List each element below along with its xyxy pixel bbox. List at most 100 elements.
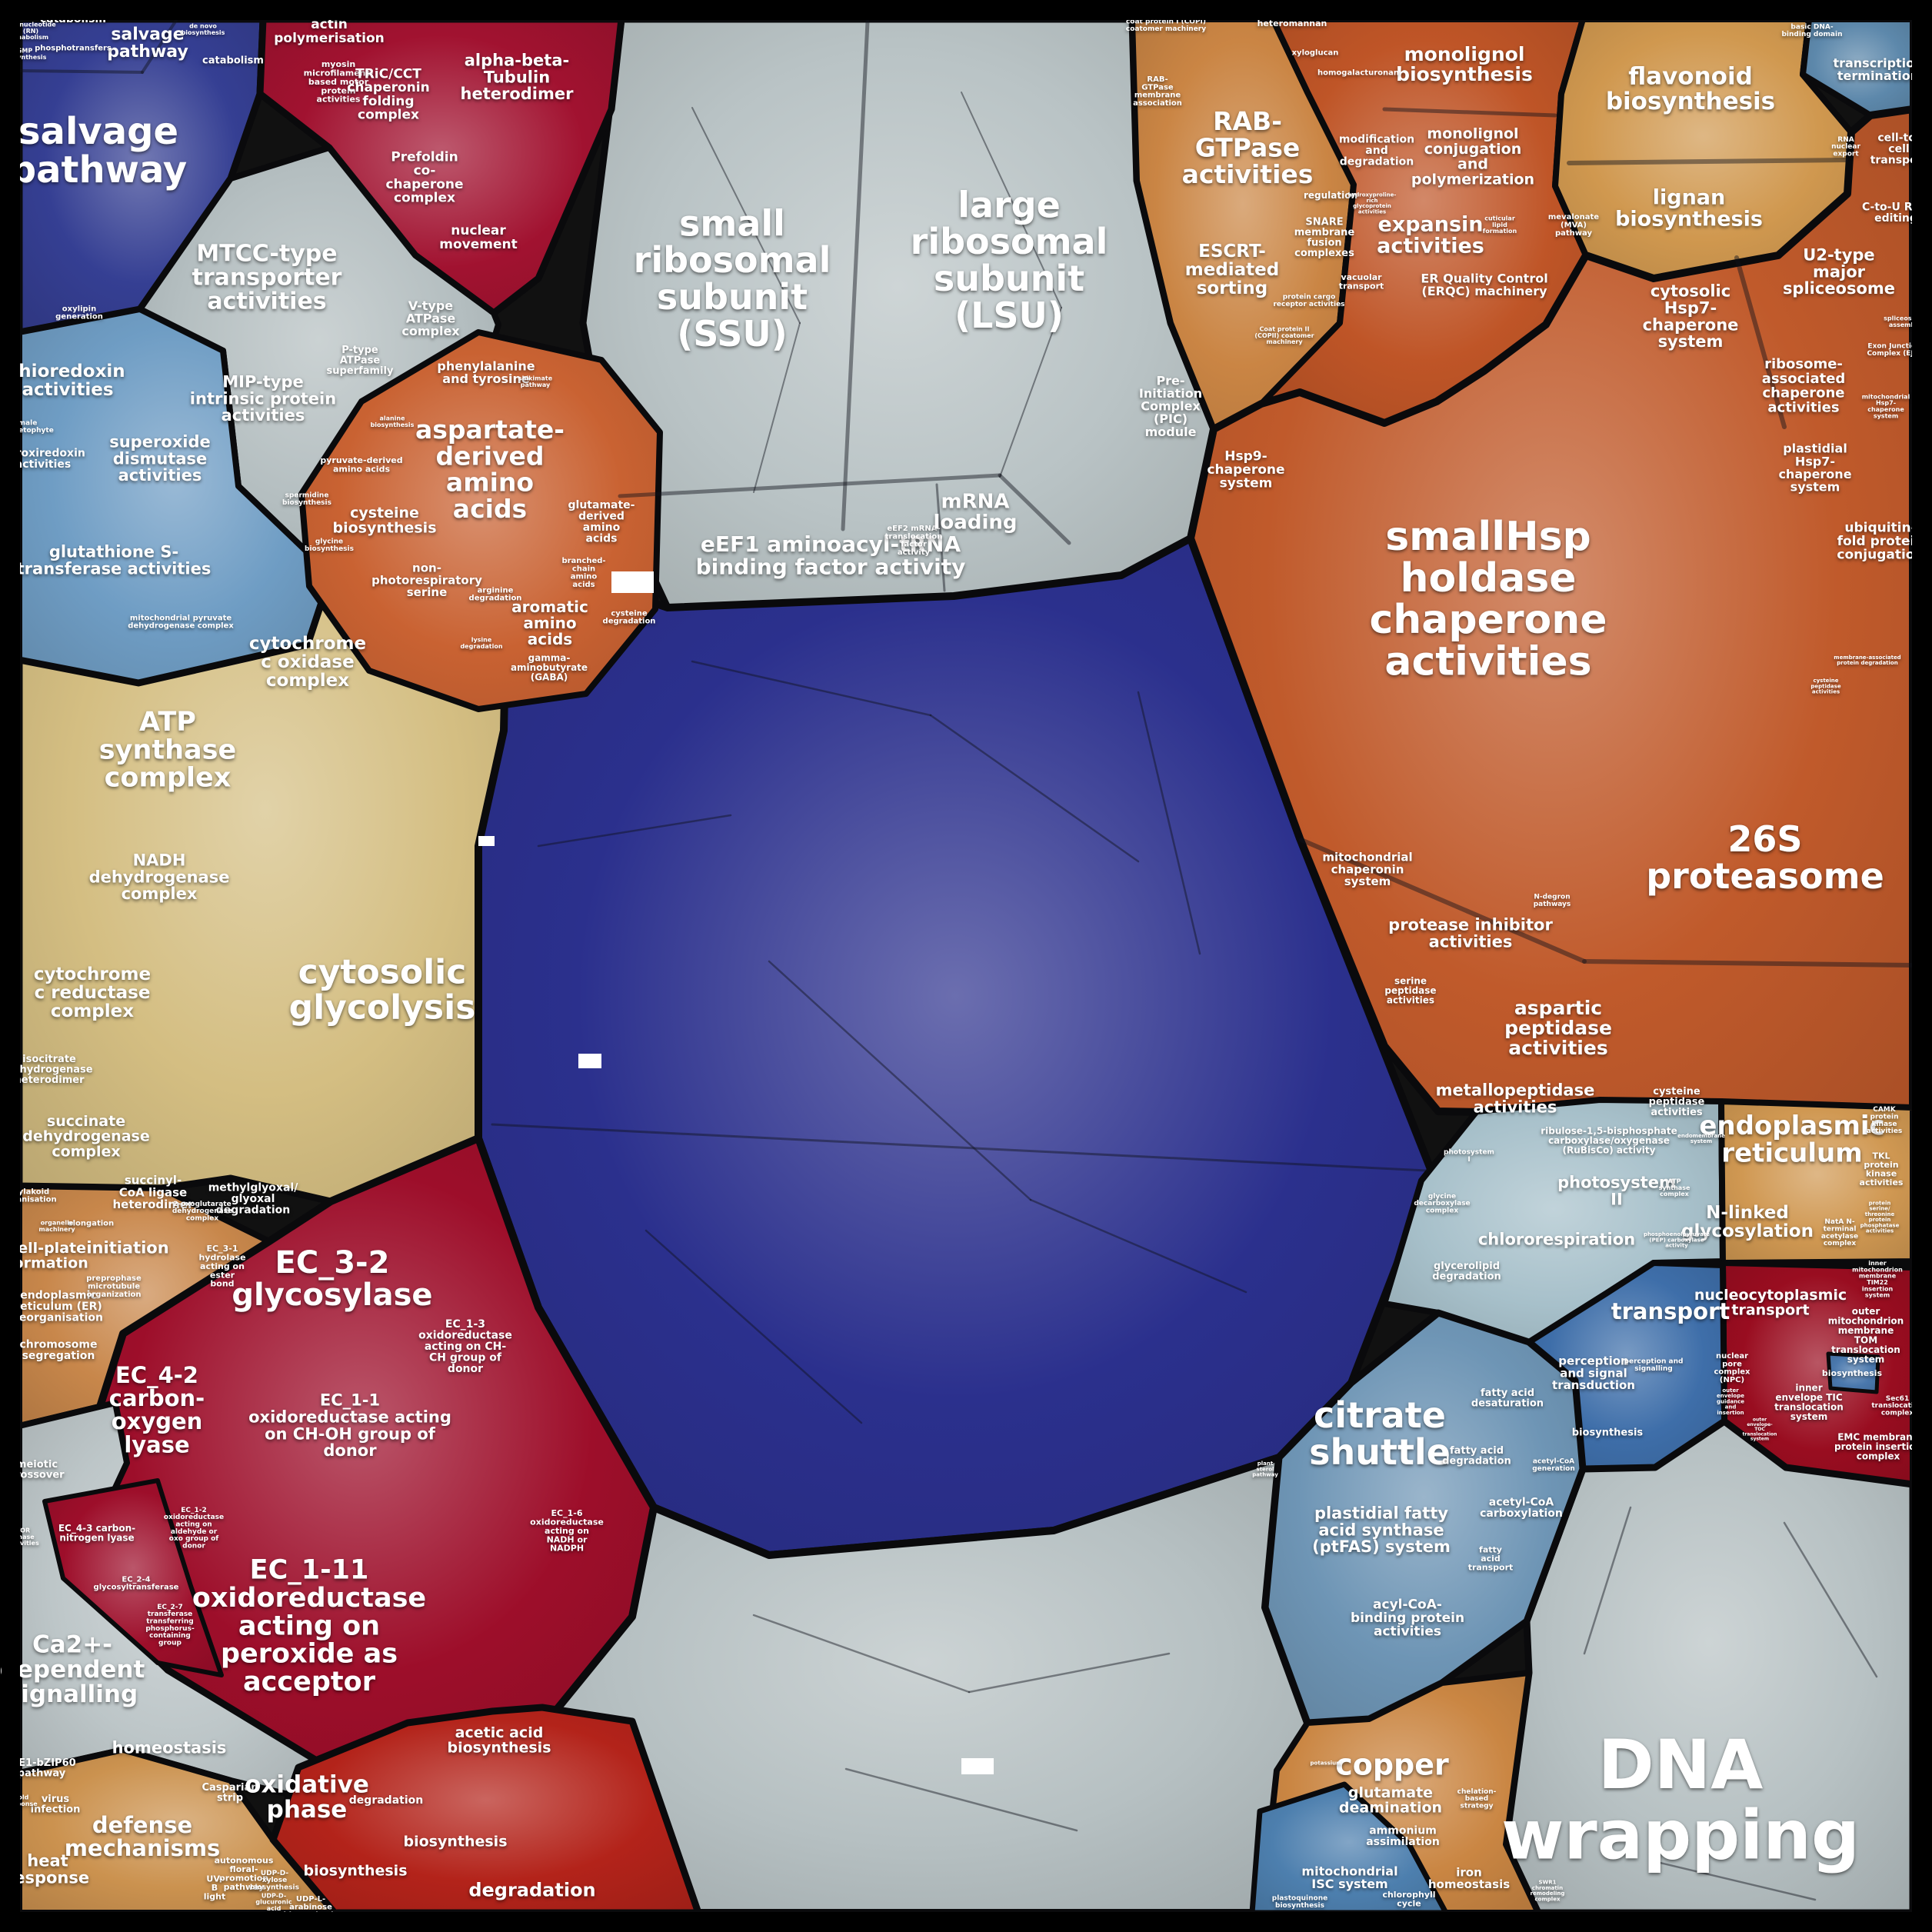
cell-label-ec-3-1-hydrolase-acting-on-ester-bond: EC_3-1 hydrolase acting on ester bond: [198, 1244, 245, 1289]
cell-label-preprophase-microtubule-organization: preprophase microtubule organization: [86, 1274, 142, 1299]
cell-label-expansin-activities: expansin activities: [1377, 212, 1484, 258]
cell-label-alanine-biosynthesis: alanine biosynthesis: [371, 415, 415, 428]
cell-label-uv-b-light: UV-B light: [204, 1874, 226, 1901]
cell-label-tkl-protein-kinase-activities: TKL protein kinase activities: [1860, 1151, 1904, 1188]
subcell-border: [645, 1229, 863, 1424]
cell-label-udp-d-xylose-biosynthesis: UDP-D-xylose biosynthesis: [250, 1870, 299, 1892]
subcell-border: [752, 1614, 971, 1694]
cell-label-pre-initiation-complex-pic-module: Pre-Initiation Complex (PIC) module: [1139, 373, 1202, 439]
cell-label-coat-protein-i-copi-coatomer-machinery: coat protein I (COPI) coatomer machinery: [1126, 18, 1206, 32]
cell-label-acetyl-coa-generation: acetyl-CoA generation: [1532, 1457, 1575, 1472]
cell-label-biosynthesis: biosynthesis: [303, 1863, 407, 1880]
cell-label-nata-n-terminal-acetylase-complex: NatA N-terminal acetylase complex: [1821, 1218, 1858, 1247]
cell-label-er-quality-control-erqc-machinery: ER Quality Control (ERQC) machinery: [1421, 271, 1547, 298]
cell-label-chlorophyll-cycle: chlorophyll cycle: [1382, 1890, 1435, 1908]
cell-label-eef1-aminoacyl-trna-binding-factor-activ: eEF1 aminoacyl-tRNA binding factor activi…: [696, 531, 966, 579]
cell-label-lignan-biosynthesis: lignan biosynthesis: [1615, 185, 1763, 231]
cell-label-hsp9-chaperone-system: Hsp9-chaperone system: [1207, 448, 1284, 491]
cell-label-mtcc-type-transporter-activities: MTCC-type transporter activities: [192, 240, 342, 315]
cell-label-ec-3-2-glycosylase: EC_3-2 glycosylase: [232, 1245, 432, 1313]
cell-label-phosphotransfers: phosphotransfers: [35, 45, 112, 53]
cell-label-aspartic-peptidase-activities: aspartic peptidase activities: [1504, 997, 1612, 1059]
cell-label-monolignol-conjugation-and-polymerizatio: monolignol conjugation and polymerization: [1411, 125, 1534, 188]
cell-label-nucleocytoplasmic-transport: nucleocytoplasmic transport: [1694, 1287, 1847, 1319]
cell-label-plant-sterol-pathway: plant sterol pathway: [1252, 1461, 1278, 1478]
cell-label-ec-2-4-glycosyltransferase: EC_2-4 glycosyltransferase: [94, 1575, 179, 1591]
cell-label-acetic-acid-biosynthesis: acetic acid biosynthesis: [447, 1724, 551, 1757]
cell-label-thylakoid-organisation: thylakoid organisation: [2, 1188, 56, 1204]
cell-label-peroxiredoxin-activities: peroxiredoxin activities: [1, 448, 85, 471]
cell-label-de-novo-biosynthesis: de novo biosynthesis: [182, 23, 225, 36]
subcell-border: [998, 473, 1071, 545]
biosynthesis-blue-pocket[interactable]: [1826, 1351, 1880, 1394]
cell-label-ribulose-1-5-bisphosphate-carboxylase-ox: ribulose-1,5-bisphosphate carboxylase/oxy…: [1541, 1126, 1677, 1156]
cell-label-acetyl-coa-carboxylation: acetyl-CoA carboxylation: [1480, 1497, 1563, 1521]
cell-label-succinate-dehydrogenase-complex: succinate dehydrogenase complex: [22, 1113, 149, 1161]
cell-label-superoxide-dismutase-activities: superoxide dismutase activities: [109, 433, 211, 485]
cell-label-defense-mechanisms: defense mechanisms: [65, 1812, 221, 1861]
cell-label-methylglyoxal-glyoxal-degradation: methylglyoxal/glyoxal degradation: [208, 1181, 299, 1216]
cell-label-transport: transport: [1611, 1298, 1730, 1324]
cell-label-photosystem-i: photosystem I: [1444, 1148, 1494, 1163]
cell-label-ribonucleotide-rn-anabolism: ribonucleotide (RN) anabolism: [5, 21, 56, 41]
cell-label-organelle-machinery: organelle machinery: [38, 1220, 75, 1233]
cell-label-vacuolar-transport: vacuolar transport: [1339, 272, 1384, 291]
cell-label-heteromannan: heteromannan: [1257, 18, 1327, 28]
cell-label-2-oxoglutarate-dehydrogenase-complex: 2-oxoglutarate dehydrogenase complex: [172, 1201, 232, 1223]
cell-label-salvage-pathway: salvage pathway: [107, 25, 188, 62]
treemap-labels: salvage pathway salvage pathway catabolism ph…: [0, 13, 1930, 1920]
cell-label-glycerolipid-degradation: glycerolipid degradation: [1432, 1261, 1501, 1283]
cell-label-autonomous-floral-promotion-pathway: autonomous floral-promotion pathway: [215, 1856, 274, 1892]
cell-label-mip-type-intrinsic-protein-activities: MIP-type intrinsic protein activities: [190, 373, 336, 425]
cell-label-biosynthesis: biosynthesis: [1572, 1427, 1644, 1439]
cell-label-fatty-acid-transport: fatty acid transport: [1468, 1544, 1514, 1572]
cell-label-aromatic-amino-acids: aromatic amino acids: [511, 598, 588, 648]
cell-label-cysteine-degradation: cysteine degradation: [603, 609, 656, 625]
cell-label-lysine-degradation: lysine degradation: [460, 637, 502, 650]
cell-label-rab-gtpase-activities: RAB-GTPase activities: [1182, 106, 1314, 189]
cell-label-plastidial-fatty-acid-synthase-ptfas-sys: plastidial fatty acid synthase (ptFAS) sys…: [1312, 1504, 1451, 1557]
enzyme-red-pocket[interactable]: [42, 1478, 224, 1677]
amino-acid-orange-cluster[interactable]: [298, 329, 663, 712]
cell-label-plastoquinone-biosynthesis: plastoquinone biosynthesis: [1272, 1894, 1327, 1909]
subcell-border: [1783, 1521, 1878, 1678]
cell-label-mitochondrial-isc-system: mitochondrial ISC system: [1301, 1864, 1397, 1891]
cell-label-ca2-dependent-signalling: Ca2+-dependent signalling: [0, 1631, 145, 1708]
oxidative-red-cluster[interactable]: [269, 1704, 702, 1917]
cell-label-mrna-loading: mRNA loading: [934, 491, 1018, 535]
subcell-border: [1582, 959, 1915, 968]
cell-label-serine-peptidase-activities: serine peptidase activities: [1384, 976, 1436, 1006]
cell-label-ec-2-7-transferase-transferring-phosphor: EC_2-7 transferase transferring phosphorus-…: [145, 1604, 195, 1647]
subcell-border: [841, 19, 870, 531]
cell-label-cysteine-biosynthesis: cysteine biosynthesis: [332, 505, 436, 537]
cell-label-meiotic-crossover: meiotic crossover: [9, 1459, 65, 1481]
cell-label-swr1-chromatin-remodeling-complex: SWR1 chromatin remodeling complex: [1531, 1880, 1565, 1903]
isc-blue-cluster[interactable]: [1249, 1781, 1449, 1916]
cell-label-homogalacturonan: homogalacturonan: [1317, 69, 1399, 78]
cell-label-fatty-acid-degradation: fatty acid degradation: [1442, 1445, 1511, 1467]
subcell-border: [1299, 838, 1587, 964]
cell-label-tor-kinase-activities: TOR kinase activities: [7, 1527, 39, 1547]
chaperone-orange-cluster[interactable]: [1187, 105, 1917, 1161]
cell-label-dna-wrapping: DNA wrapping: [1501, 1725, 1860, 1875]
subcell-border: [1029, 1198, 1247, 1294]
cell-label-casparian-strip: Casparian strip: [202, 1782, 258, 1804]
cell-label-n-linked-glycosylation: N-linked glycosylation: [1681, 1203, 1814, 1241]
cell-label-photosystem-ii: photosystem II: [1557, 1173, 1676, 1208]
subcell-border: [491, 1123, 1428, 1172]
cell-label-gamma-aminobutyrate-gaba: gamma-aminobutyrate (GABA): [511, 653, 588, 683]
subcell-border: [961, 92, 1062, 308]
cell-label-eef2-mrna-translocation-factor-activity: eEF2 mRNA-translocation factor activity: [885, 525, 943, 557]
cell-label-nuclear-movement: nuclear movement: [439, 223, 517, 252]
cell-label-iron-homeostasis: iron homeostasis: [1428, 1865, 1510, 1891]
cell-label-nuclear-pore-complex-npc: nuclear pore complex (NPC): [1714, 1352, 1750, 1384]
cell-label-xyloglucan: xyloglucan: [1292, 49, 1339, 58]
cell-label-potassium: potassium: [1311, 1760, 1342, 1766]
cell-label-modification-and-degradation: modification and degradation: [1339, 133, 1414, 168]
citrate-blue-cluster[interactable]: [1261, 1309, 1587, 1727]
cell-label-perception-and-signal-transduction: perception and signal transduction: [1552, 1354, 1635, 1392]
cell-label-arginine-degradation: arginine degradation: [469, 586, 522, 602]
cell-label-cytosolic-glycolysis: cytosolic glycolysis: [289, 953, 476, 1028]
cell-label-non-photorespiratory-serine: non-photorespiratory serine: [371, 561, 482, 599]
